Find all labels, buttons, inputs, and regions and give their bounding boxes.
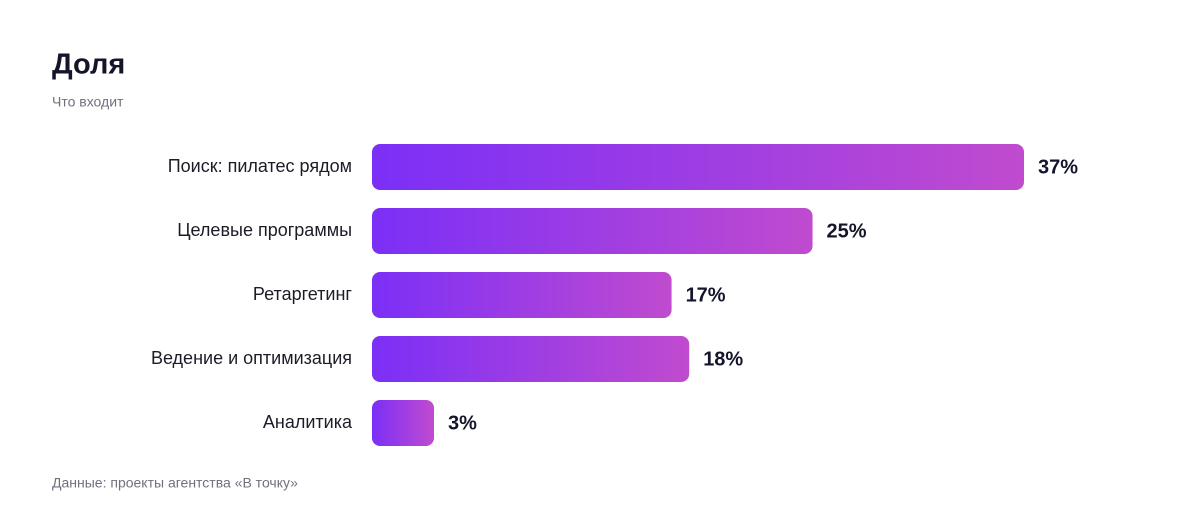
bar	[372, 272, 672, 318]
category-label: Ретаргетинг	[253, 284, 353, 304]
category-label: Аналитика	[263, 412, 353, 432]
chart-title: Доля	[52, 49, 125, 81]
value-label: 37%	[1038, 156, 1078, 178]
bar	[372, 400, 434, 446]
category-label: Целевые программы	[177, 220, 352, 240]
bar	[372, 144, 1024, 190]
category-label: Ведение и оптимизация	[151, 348, 352, 368]
source-note: Данные: проекты агентства «В точку»	[52, 475, 298, 491]
value-label: 25%	[827, 220, 867, 242]
value-label: 3%	[448, 412, 477, 434]
chart-subtitle: Что входит	[52, 94, 124, 110]
category-label: Поиск: пилатес рядом	[168, 156, 352, 176]
bar	[372, 208, 813, 254]
bar	[372, 336, 690, 382]
value-label: 17%	[686, 284, 726, 306]
value-label: 18%	[703, 348, 743, 370]
